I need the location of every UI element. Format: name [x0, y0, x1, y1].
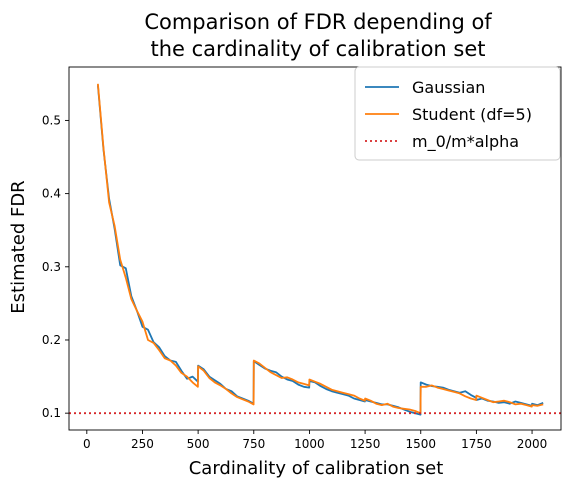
x-tick-label: 250: [131, 437, 154, 451]
chart-title-line1: Comparison of FDR depending of: [144, 10, 492, 34]
y-tick-label: 0.5: [42, 113, 61, 127]
series-line-student: [97, 83, 544, 415]
legend-threshold-label: m_0/m*alpha: [412, 132, 519, 152]
y-tick-label: 0.1: [42, 406, 61, 420]
series-line-gaussian: [97, 85, 544, 416]
axis-ticks: 0 250 500 750 1000 1250 1500 1750 2000 0.1 0.2 0.3 0…: [42, 113, 547, 451]
legend: Gaussian Student (df=5) m_0/m*alpha: [354, 66, 561, 161]
x-tick-label: 1250: [350, 437, 381, 451]
plot-frame: [68, 66, 562, 431]
legend-gaussian-label: Gaussian: [412, 78, 485, 97]
chart-title-line2: the cardinality of calibration set: [151, 37, 486, 61]
x-tick-label: 750: [242, 437, 265, 451]
y-tick-label: 0.2: [42, 333, 61, 347]
x-tick-label: 2000: [517, 437, 548, 451]
plot-area: [69, 83, 561, 416]
x-tick-label: 500: [187, 437, 210, 451]
y-tick-label: 0.3: [42, 260, 61, 274]
y-axis-label: Estimated FDR: [8, 180, 29, 313]
x-tick-label: 1500: [405, 437, 436, 451]
x-tick-label: 1000: [294, 437, 325, 451]
x-tick-label: 0: [83, 437, 91, 451]
legend-student-label: Student (df=5): [412, 105, 532, 124]
y-tick-label: 0.4: [42, 187, 61, 201]
x-tick-label: 1750: [461, 437, 492, 451]
x-axis-label: Cardinality of calibration set: [189, 458, 444, 479]
legend-box: [354, 66, 561, 161]
